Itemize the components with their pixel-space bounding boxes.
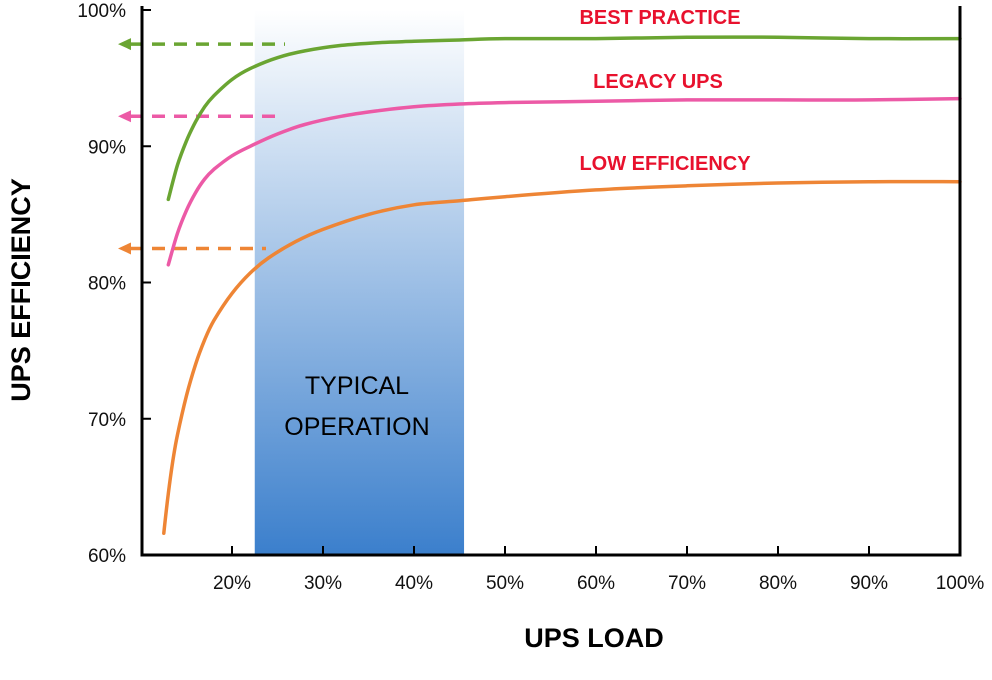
- x-tick-label: 80%: [759, 573, 797, 594]
- y-tick-label: 90%: [88, 137, 126, 158]
- x-tick-label: 60%: [577, 573, 615, 594]
- y-tick-label: 60%: [88, 546, 126, 567]
- x-tick-label: 20%: [213, 573, 251, 594]
- x-tick-label: 30%: [304, 573, 342, 594]
- y-tick-label: 70%: [88, 410, 126, 431]
- series-line-best-practice: [166, 35, 962, 202]
- x-tick-label: 40%: [395, 573, 433, 594]
- x-tick-label: 50%: [486, 573, 524, 594]
- arrowhead-low-efficiency: [118, 242, 131, 255]
- arrowhead-best-practice: [118, 38, 131, 51]
- series-line-low-efficiency: [162, 179, 962, 535]
- series-line-legacy-ups: [166, 96, 962, 267]
- x-tick-label: 100%: [936, 573, 985, 594]
- y-tick-label: 100%: [77, 1, 126, 22]
- series-label-best-practice: BEST PRACTICE: [579, 7, 740, 29]
- band-label-line-2: OPERATION: [284, 413, 429, 441]
- x-tick-label: 70%: [668, 573, 706, 594]
- typical-operation-band: [254, 10, 465, 555]
- y-axis-title: UPS EFFICIENCY: [6, 178, 36, 402]
- arrowhead-legacy-ups: [118, 110, 131, 123]
- y-tick-label: 80%: [88, 274, 126, 295]
- series-label-low-efficiency: LOW EFFICIENCY: [579, 153, 751, 175]
- x-axis-title: UPS LOAD: [524, 623, 664, 653]
- series-label-legacy-ups: LEGACY UPS: [593, 71, 723, 93]
- band-label-line-1: TYPICAL: [305, 372, 409, 400]
- x-tick-label: 90%: [850, 573, 888, 594]
